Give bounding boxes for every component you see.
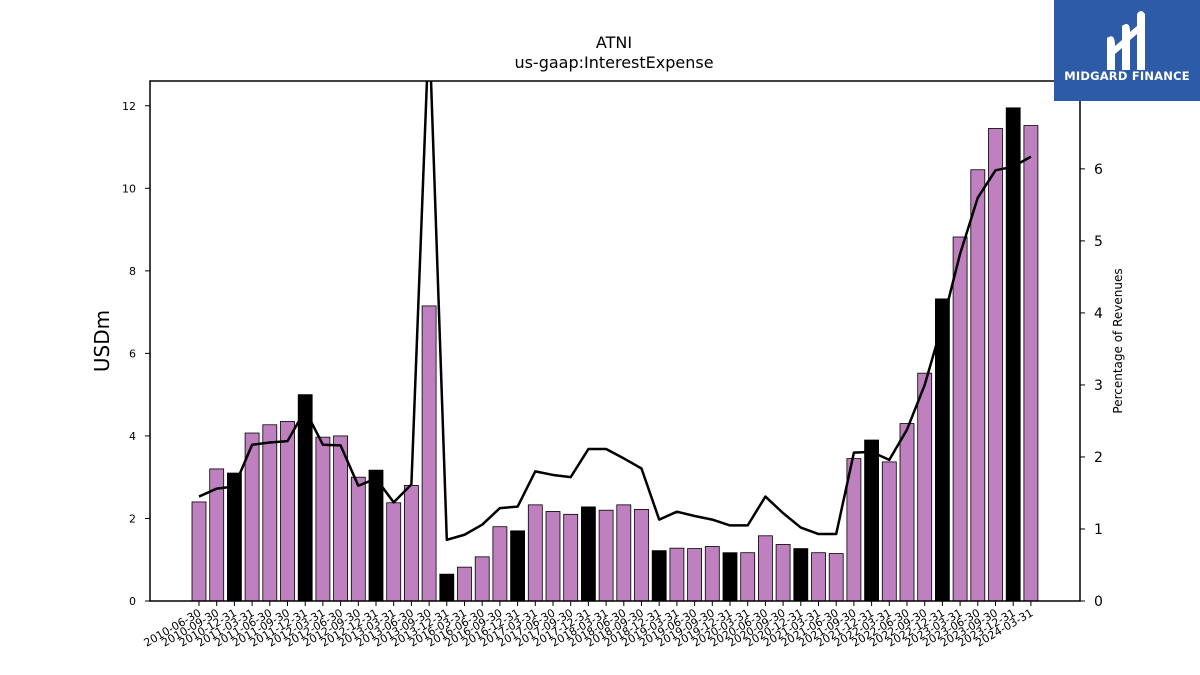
bar-18	[492, 526, 508, 602]
bar-15	[439, 573, 455, 602]
bar-45	[970, 169, 986, 602]
bar-8	[315, 436, 331, 602]
bar-24	[598, 509, 614, 602]
y2-tick-label-5: 5	[1094, 234, 1103, 250]
bar-17	[474, 556, 490, 602]
plot-frame	[149, 80, 1081, 602]
bar-9	[333, 435, 349, 602]
bar-21	[545, 511, 561, 602]
bar-7	[297, 394, 313, 602]
bar-34	[775, 544, 791, 602]
bar-36	[811, 552, 826, 602]
bar-30	[704, 546, 720, 602]
y2-axis-label: Percentage of Revenues	[1111, 268, 1125, 413]
ratio-line	[198, 81, 1032, 542]
bar-40	[881, 461, 897, 602]
bar-11	[368, 469, 384, 602]
bar-42	[917, 372, 933, 602]
bar-29	[687, 548, 702, 602]
bar-19	[510, 530, 526, 602]
line-group	[198, 81, 1032, 542]
y2-tick-label-1: 1	[1094, 522, 1103, 538]
bar-13	[403, 485, 419, 602]
bars-group	[191, 107, 1039, 602]
bar-10	[350, 476, 366, 602]
bar-25	[616, 504, 632, 602]
bar-33	[758, 535, 773, 602]
bar-41	[899, 423, 915, 602]
y2-tick-label-3: 3	[1094, 378, 1103, 394]
logo-text: MIDGARD FINANCE	[1064, 69, 1190, 83]
y2-tick-label-2: 2	[1094, 450, 1103, 466]
y-tick-label-6: 12	[122, 100, 136, 113]
bar-22	[563, 513, 579, 602]
bar-3	[226, 472, 242, 602]
midgard-logo-icon	[1107, 11, 1145, 70]
bar-16	[457, 566, 472, 602]
y-tick-label-4: 8	[129, 265, 136, 278]
y-tick-label-3: 6	[129, 347, 136, 360]
y2-tick-label-6: 6	[1094, 162, 1103, 178]
bar-12	[386, 502, 402, 602]
bar-46	[988, 128, 1003, 602]
bar-44	[952, 236, 968, 602]
y-axis-label: USDm	[90, 310, 114, 372]
y2-tick-label-0: 0	[1094, 594, 1103, 610]
y-tick-label-1: 2	[129, 512, 136, 525]
bar-5	[262, 424, 278, 602]
chart-title: ATNI	[596, 33, 632, 52]
y-tick-label-0: 0	[129, 595, 136, 608]
bar-26	[634, 508, 649, 602]
bar-39	[864, 439, 879, 602]
bar-35	[793, 548, 809, 602]
y2-ticks: 0 1 2 3 4 5 6	[1080, 162, 1103, 610]
bar-28	[669, 547, 685, 602]
bar-31	[722, 552, 738, 602]
y-tick-label-5: 10	[122, 182, 136, 195]
bar-6	[280, 421, 295, 602]
bar-20	[527, 504, 543, 602]
logo: MIDGARD FINANCE	[1054, 0, 1200, 101]
bar-37	[828, 553, 844, 602]
y2-tick-label-4: 4	[1094, 306, 1103, 322]
y-tick-label-2: 4	[129, 430, 136, 443]
bar-47	[1005, 107, 1021, 602]
bar-32	[740, 552, 756, 602]
bar-23	[581, 506, 596, 602]
x-ticks: 2010-06-302010-09-302010-12-312011-03-31…	[142, 601, 1035, 650]
bar-48	[1023, 125, 1039, 602]
chart-subtitle: us-gaap:InterestExpense	[514, 53, 713, 72]
y-ticks: 0 2 4 6 8 10 12	[122, 100, 150, 608]
bar-27	[651, 550, 667, 602]
bar-1	[191, 501, 207, 602]
bar-14	[421, 305, 437, 602]
